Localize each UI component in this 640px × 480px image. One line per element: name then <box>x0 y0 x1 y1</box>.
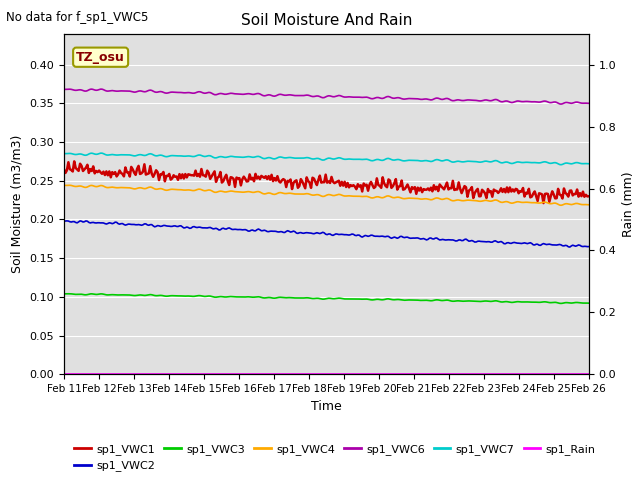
sp1_VWC4 <box>291 191 299 197</box>
sp1_VWC2 <box>126 221 134 227</box>
sp1_VWC4 <box>244 189 252 194</box>
sp1_VWC3 <box>218 294 226 300</box>
sp1_VWC4 <box>585 202 593 208</box>
sp1_VWC7 <box>559 161 566 167</box>
sp1_VWC6 <box>236 91 243 97</box>
sp1_VWC3 <box>291 295 299 301</box>
X-axis label: Time: Time <box>311 400 342 413</box>
Text: TZ_osu: TZ_osu <box>76 51 125 64</box>
Line: sp1_VWC3: sp1_VWC3 <box>64 294 589 303</box>
sp1_VWC1 <box>585 193 593 199</box>
Line: sp1_VWC1: sp1_VWC1 <box>64 161 589 203</box>
sp1_Rain <box>234 372 242 377</box>
sp1_VWC1 <box>70 158 78 164</box>
sp1_VWC2 <box>557 242 565 248</box>
sp1_Rain <box>243 372 251 377</box>
Y-axis label: Soil Moisture (m3/m3): Soil Moisture (m3/m3) <box>11 135 24 273</box>
sp1_VWC4 <box>60 182 68 188</box>
sp1_VWC1 <box>126 174 134 180</box>
sp1_VWC6 <box>291 93 299 98</box>
sp1_VWC2 <box>585 244 593 250</box>
sp1_VWC3 <box>244 294 252 300</box>
sp1_VWC7 <box>218 154 226 160</box>
Line: sp1_VWC7: sp1_VWC7 <box>64 153 589 165</box>
sp1_VWC3 <box>559 300 566 306</box>
sp1_VWC7 <box>236 154 243 160</box>
sp1_VWC2 <box>291 229 299 235</box>
sp1_Rain <box>585 372 593 377</box>
sp1_VWC7 <box>244 154 252 159</box>
sp1_VWC3 <box>236 294 243 300</box>
sp1_VWC6 <box>88 86 95 92</box>
sp1_VWC3 <box>557 300 565 306</box>
sp1_VWC1 <box>236 175 243 181</box>
sp1_VWC3 <box>585 300 593 306</box>
Line: sp1_VWC4: sp1_VWC4 <box>64 185 589 205</box>
sp1_VWC1 <box>244 178 252 184</box>
sp1_VWC6 <box>244 91 252 96</box>
sp1_VWC4 <box>557 203 565 208</box>
sp1_VWC2 <box>566 244 573 250</box>
sp1_VWC4 <box>236 189 243 195</box>
sp1_VWC4 <box>66 182 74 188</box>
sp1_VWC6 <box>557 101 565 107</box>
Legend: sp1_VWC1, sp1_VWC2, sp1_VWC3, sp1_VWC4, sp1_VWC6, sp1_VWC7, sp1_Rain: sp1_VWC1, sp1_VWC2, sp1_VWC3, sp1_VWC4, … <box>70 440 600 476</box>
sp1_VWC7 <box>585 161 593 167</box>
sp1_Rain <box>60 372 68 377</box>
sp1_VWC4 <box>126 185 134 191</box>
sp1_VWC7 <box>557 162 565 168</box>
sp1_VWC2 <box>244 228 252 234</box>
sp1_VWC6 <box>585 100 593 106</box>
sp1_Rain <box>290 372 298 377</box>
sp1_VWC2 <box>218 226 226 231</box>
sp1_VWC1 <box>291 178 299 184</box>
sp1_VWC7 <box>126 152 134 158</box>
Y-axis label: Rain (mm): Rain (mm) <box>622 171 635 237</box>
sp1_VWC3 <box>126 292 134 298</box>
Line: sp1_VWC6: sp1_VWC6 <box>64 89 589 104</box>
sp1_VWC7 <box>98 150 106 156</box>
sp1_VWC2 <box>236 227 243 232</box>
Text: No data for f_sp1_VWC5: No data for f_sp1_VWC5 <box>6 11 148 24</box>
sp1_VWC7 <box>291 155 299 161</box>
sp1_Rain <box>216 372 224 377</box>
Line: sp1_VWC2: sp1_VWC2 <box>64 221 589 247</box>
sp1_VWC1 <box>540 200 547 206</box>
sp1_VWC6 <box>126 88 134 94</box>
sp1_VWC4 <box>218 189 226 194</box>
sp1_VWC3 <box>66 291 74 297</box>
sp1_VWC3 <box>60 291 68 297</box>
sp1_Rain <box>125 372 132 377</box>
sp1_VWC6 <box>60 86 68 92</box>
sp1_VWC4 <box>559 202 566 208</box>
sp1_VWC1 <box>559 195 566 201</box>
sp1_VWC6 <box>218 91 226 96</box>
sp1_VWC6 <box>559 101 566 107</box>
sp1_VWC2 <box>63 218 71 224</box>
sp1_VWC7 <box>60 151 68 156</box>
sp1_VWC2 <box>60 218 68 224</box>
sp1_VWC1 <box>60 166 68 172</box>
sp1_VWC1 <box>218 180 226 185</box>
Title: Soil Moisture And Rain: Soil Moisture And Rain <box>241 13 412 28</box>
sp1_Rain <box>556 372 563 377</box>
